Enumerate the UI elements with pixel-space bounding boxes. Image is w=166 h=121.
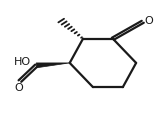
Text: O: O	[15, 83, 23, 93]
Text: O: O	[144, 16, 153, 26]
Text: HO: HO	[14, 57, 31, 67]
Polygon shape	[36, 63, 70, 68]
